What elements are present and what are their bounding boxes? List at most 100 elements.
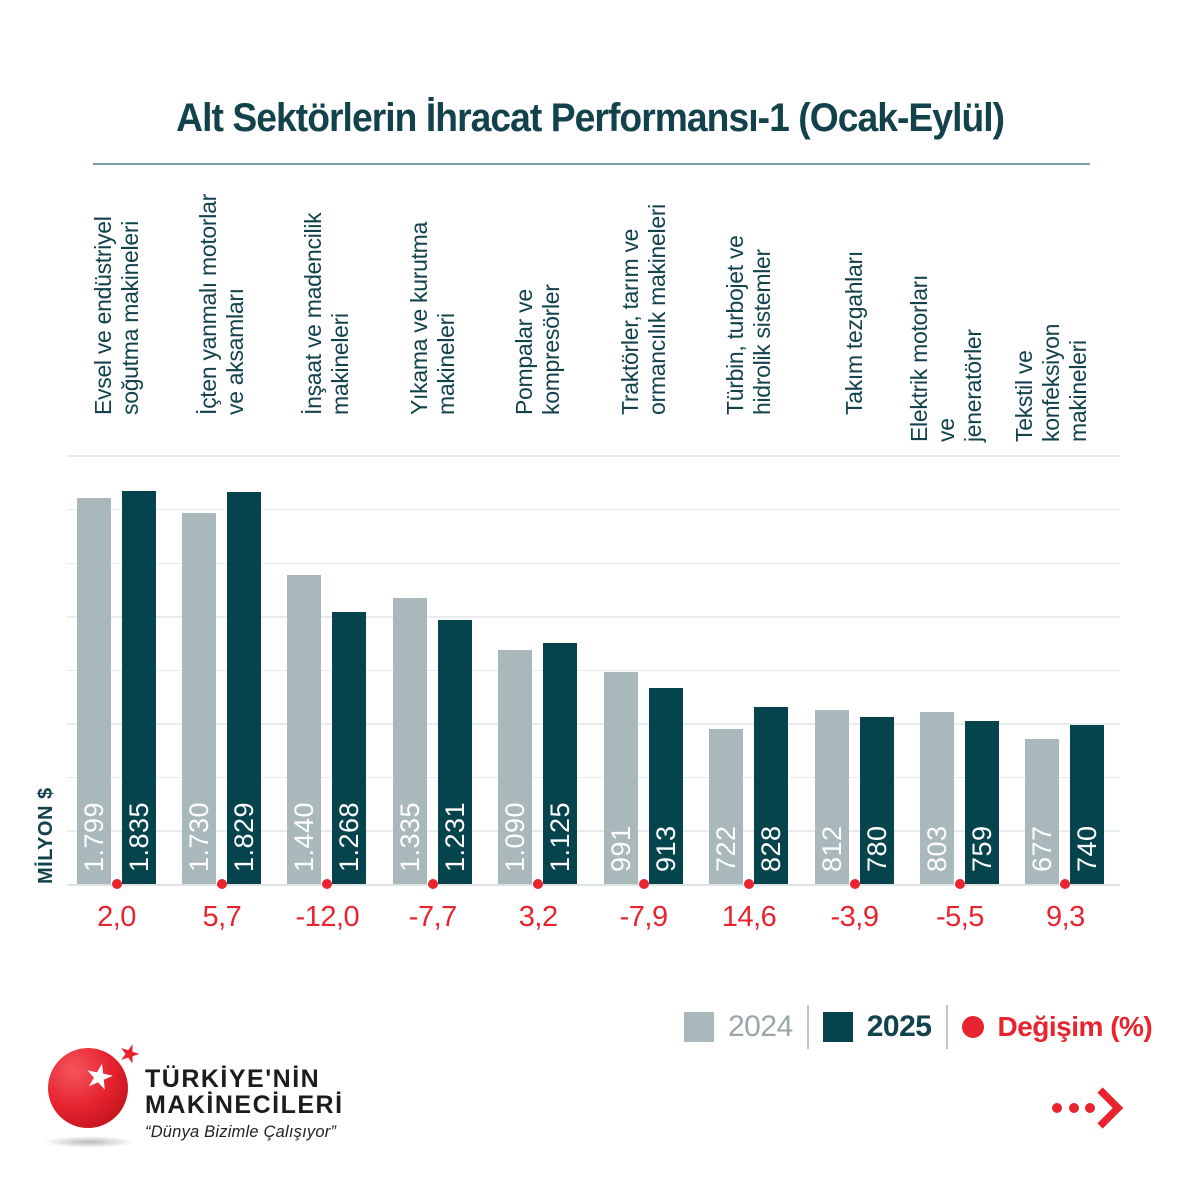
bar-value-2024: 1.090 <box>500 801 531 872</box>
legend-swatch-2024 <box>684 1012 714 1042</box>
bar-value-2025: 740 <box>1072 825 1103 872</box>
change-value: -12,0 <box>295 901 360 933</box>
bar-2024 <box>287 575 322 884</box>
gridline <box>67 508 1120 511</box>
chart-legend: 2024 2025 Değişim (%) <box>684 1005 1153 1049</box>
legend-label-2024: 2024 <box>728 1010 793 1043</box>
bar-value-2025: 828 <box>756 825 787 872</box>
bar-value-2024: 991 <box>605 825 636 872</box>
bar-2025 <box>226 492 261 884</box>
change-value: -5,5 <box>935 901 984 933</box>
change-dot-icon <box>638 879 649 889</box>
change-dot-icon <box>427 879 438 889</box>
change-dot-icon <box>1060 879 1071 889</box>
bar-value-2024: 812 <box>816 825 847 872</box>
bar-value-2025: 1.125 <box>545 801 576 872</box>
bar-value-2025: 759 <box>966 825 997 872</box>
legend-separator <box>945 1005 948 1049</box>
title-divider <box>93 163 1090 165</box>
category-label: Elektrik motorları ve jeneratörler <box>905 274 986 442</box>
change-dot-icon <box>744 879 755 889</box>
logo-sphere-icon <box>48 1048 128 1128</box>
bar-value-2024: 1.440 <box>289 801 320 872</box>
bar-value-2025: 1.231 <box>439 801 470 872</box>
gridline <box>67 616 1120 618</box>
bar-value-2025: 780 <box>861 825 892 872</box>
change-dot-icon <box>849 879 860 889</box>
bar-value-2024: 1.799 <box>78 801 109 872</box>
change-value: 3,2 <box>518 901 558 933</box>
gridline <box>67 776 1120 779</box>
change-dot-icon <box>954 879 965 889</box>
legend-label-change: Değişim (%) <box>997 1011 1153 1042</box>
page-title-text: Alt Sektörlerin İhracat Performansı-1 (O… <box>176 96 1006 140</box>
category-label: Takım tezgahları <box>841 251 867 415</box>
bar-value-2024: 722 <box>711 825 742 872</box>
logo-shadow <box>42 1136 136 1148</box>
bar-2024 <box>1025 738 1060 884</box>
next-page-arrow[interactable] <box>1046 1082 1130 1134</box>
change-value: -7,7 <box>408 901 457 933</box>
arrow-dot-icon <box>1069 1103 1079 1113</box>
legend-swatch-2025 <box>822 1012 853 1042</box>
category-label: Türbin, turbojet ve hidrolik sistemler <box>722 235 776 415</box>
category-label: Evsel ve endüstriyel soğutma makineleri <box>89 216 143 415</box>
star-icon: ★ <box>114 1037 145 1071</box>
change-value: -3,9 <box>830 901 879 933</box>
page-title: Alt Sektörlerin İhracat Performansı-1 (O… <box>0 96 1181 141</box>
gridline <box>67 723 1120 725</box>
bar-value-2025: 1.835 <box>123 801 154 872</box>
legend-change-dot-icon <box>961 1016 984 1038</box>
brand-logo: ★ ★ TÜRKİYE'NİN MAKİNECİLERİ “Dünya Bizi… <box>40 1037 370 1160</box>
y-axis-label: MİLYON $ <box>35 787 57 884</box>
category-label: İçten yanmalı motorlar ve aksamları <box>194 194 248 415</box>
bar-2025 <box>332 612 367 884</box>
legend-label-2025: 2025 <box>866 1010 932 1043</box>
bar-2025 <box>543 642 578 884</box>
gridline <box>67 562 1120 565</box>
bar-2025 <box>964 721 999 884</box>
bar-2025 <box>1070 725 1105 884</box>
arrow-dot-icon <box>1052 1103 1062 1113</box>
legend-separator <box>806 1005 809 1049</box>
bar-value-2024: 803 <box>921 825 952 872</box>
logo-line2: MAKİNECİLERİ <box>145 1091 344 1119</box>
gridline <box>67 455 1120 457</box>
gridline <box>67 830 1120 832</box>
gridline <box>67 669 1120 672</box>
category-label: Yıkama ve kurutma makineleri <box>405 221 459 415</box>
arrow-dot-icon <box>1085 1103 1095 1113</box>
change-dot-icon <box>216 879 227 889</box>
bar-2024 <box>181 513 216 884</box>
category-label: Pompalar ve kompresörler <box>511 284 565 415</box>
change-value: 2,0 <box>97 901 136 933</box>
change-dot-icon <box>533 879 544 889</box>
bar-value-2025: 913 <box>650 825 681 872</box>
change-value: 14,6 <box>721 901 777 933</box>
logo-text: TÜRKİYE'NİN MAKİNECİLERİ “Dünya Bizimle … <box>145 1066 344 1142</box>
bar-2024 <box>709 729 744 884</box>
bar-2025 <box>648 688 683 884</box>
bar-2024 <box>603 671 638 884</box>
bar-value-2024: 1.730 <box>183 801 214 872</box>
bar-value-2024: 1.335 <box>394 801 425 872</box>
bar-2024 <box>498 650 533 884</box>
bar-2025 <box>437 620 472 884</box>
change-value: 9,3 <box>1045 901 1085 933</box>
bar-2024 <box>919 711 954 884</box>
bar-value-2025: 1.268 <box>334 801 365 872</box>
logo-line1: TÜRKİYE'NİN <box>145 1065 321 1093</box>
change-dot-icon <box>111 879 122 889</box>
bar-2024 <box>392 597 427 884</box>
category-label: Tekstil ve konfeksiyon makineleri <box>1011 323 1092 442</box>
bar-2025 <box>754 706 789 884</box>
x-axis-baseline <box>67 884 1120 886</box>
bar-2025 <box>859 716 894 884</box>
bar-2024 <box>814 709 849 884</box>
change-value: 5,7 <box>202 901 242 933</box>
bar-value-2024: 677 <box>1027 825 1058 872</box>
category-label: Traktörler, tarım ve ormancılık makinele… <box>616 204 670 415</box>
bar-value-2025: 1.829 <box>228 801 259 872</box>
